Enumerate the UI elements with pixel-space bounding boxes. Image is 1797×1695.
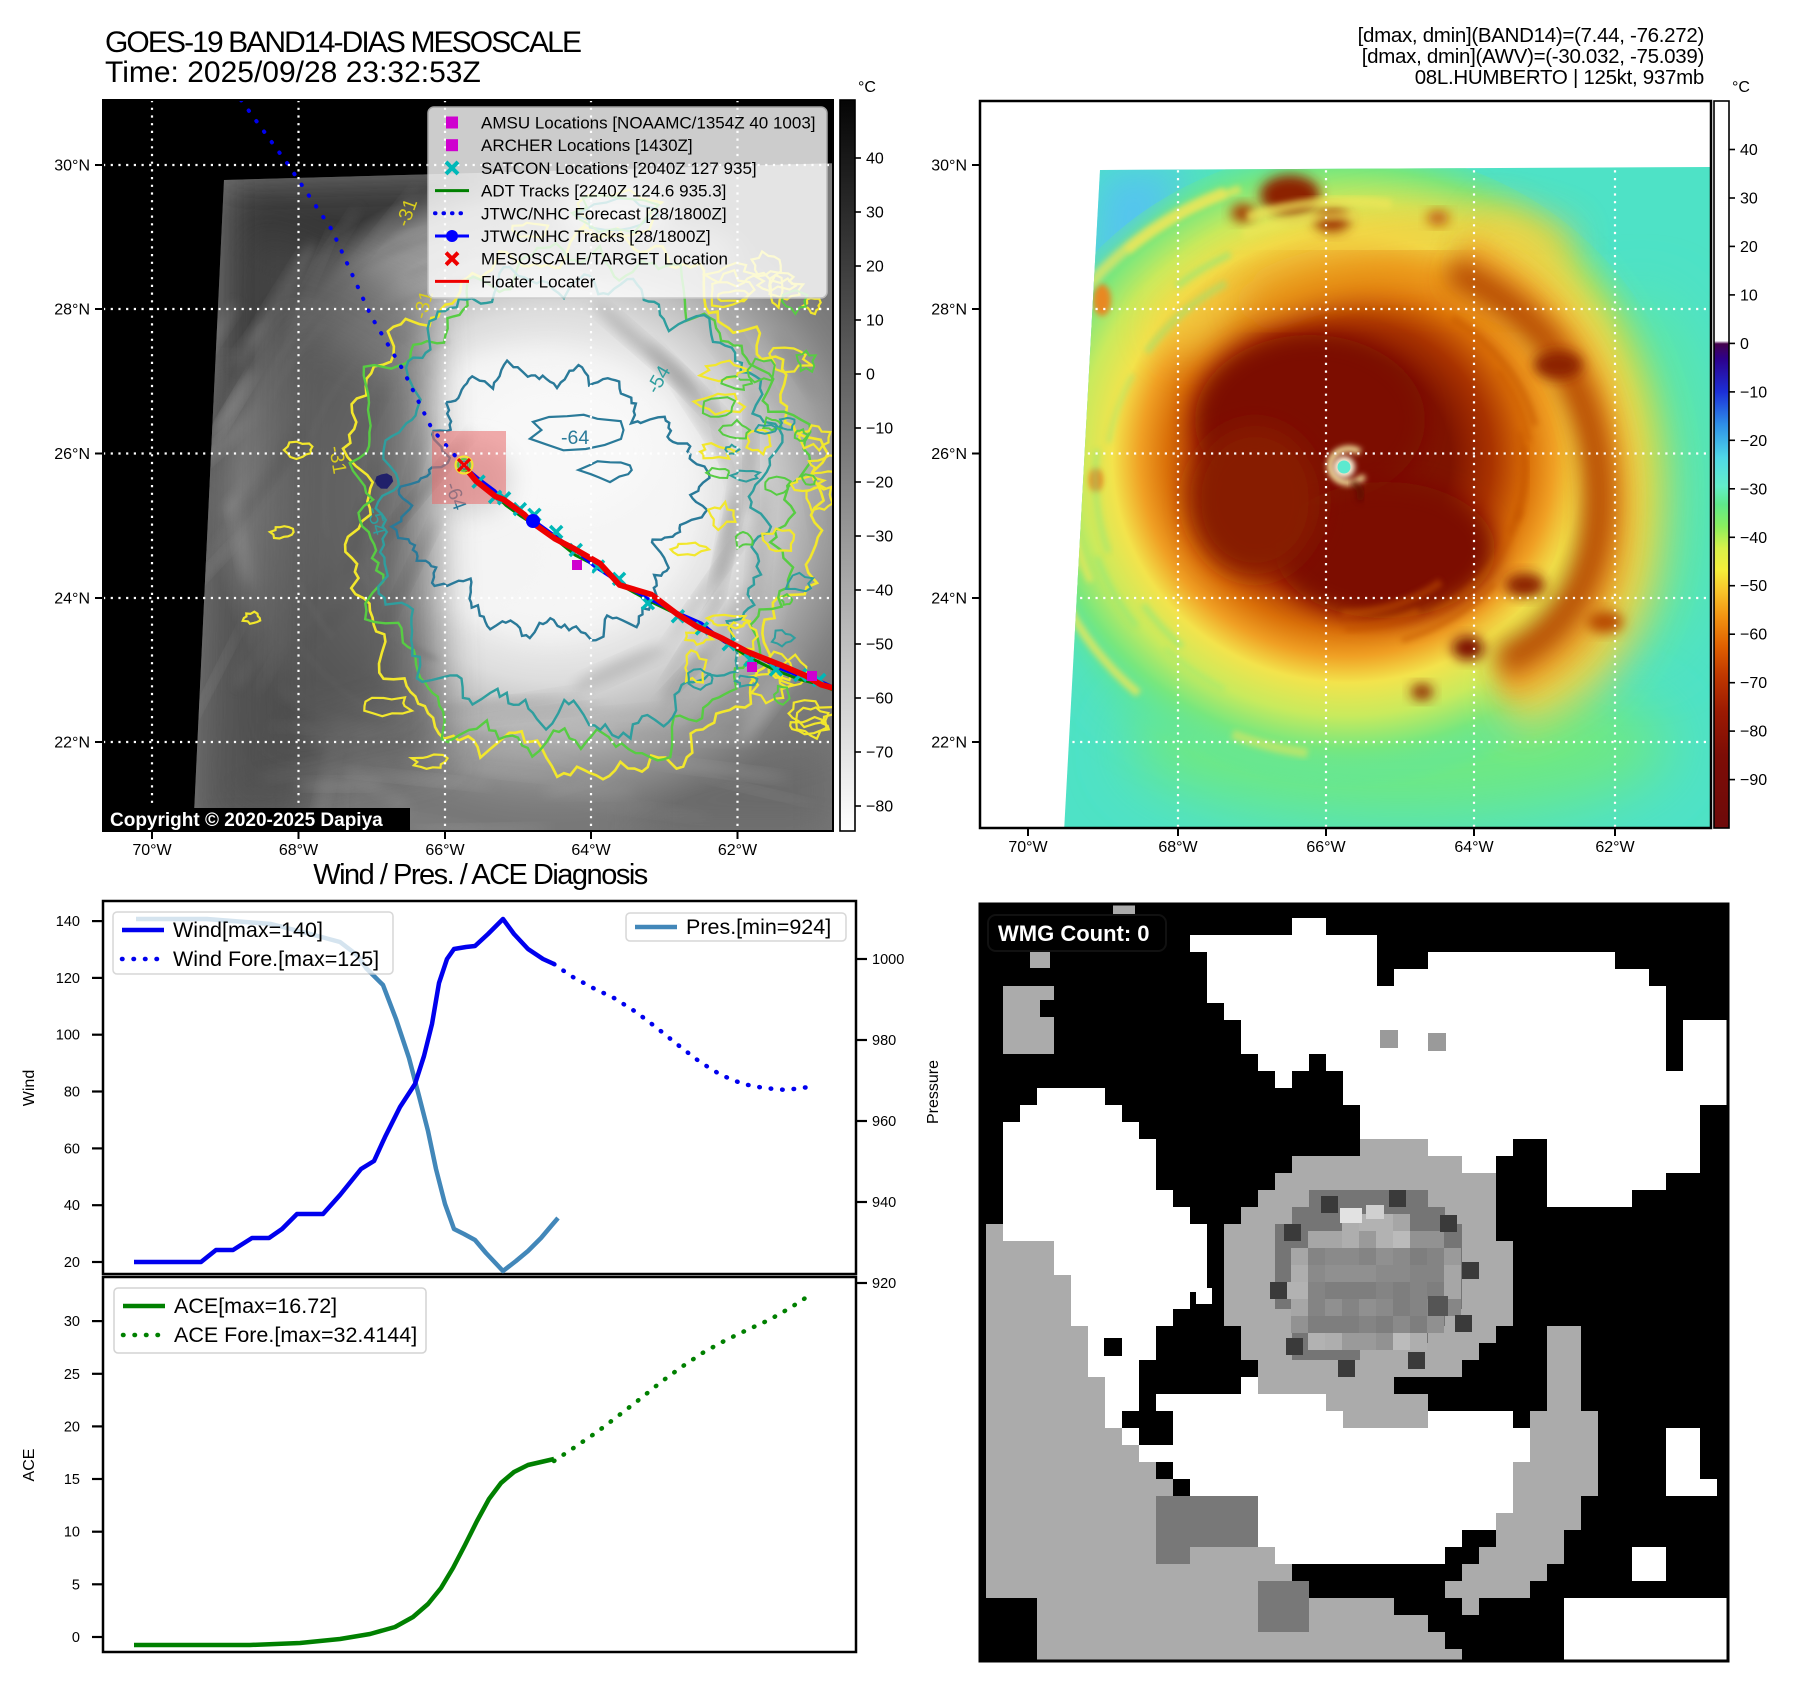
svg-text:20: 20 xyxy=(866,259,884,276)
svg-text:70°W: 70°W xyxy=(132,842,172,859)
svg-text:68°W: 68°W xyxy=(1158,839,1198,856)
svg-text:5: 5 xyxy=(72,1577,80,1593)
svg-text:GOES-19 BAND14-DIAS MESOSCALE: GOES-19 BAND14-DIAS MESOSCALE xyxy=(105,26,581,59)
svg-text:15: 15 xyxy=(64,1472,80,1488)
svg-text:−50: −50 xyxy=(1740,578,1767,595)
svg-text:10: 10 xyxy=(1740,287,1758,304)
svg-text:ARCHER Locations [1430Z]: ARCHER Locations [1430Z] xyxy=(481,136,693,155)
svg-text:24°N: 24°N xyxy=(54,591,90,608)
svg-text:10: 10 xyxy=(866,313,884,330)
svg-text:JTWC/NHC Tracks [28/1800Z]: JTWC/NHC Tracks [28/1800Z] xyxy=(481,227,711,246)
svg-text:80: 80 xyxy=(64,1085,80,1101)
svg-text:0: 0 xyxy=(866,367,875,384)
svg-text:25: 25 xyxy=(64,1367,80,1383)
svg-text:−40: −40 xyxy=(866,583,893,600)
svg-text:Time: 2025/09/28 23:32:53Z: Time: 2025/09/28 23:32:53Z xyxy=(105,56,481,89)
svg-text:980: 980 xyxy=(872,1033,896,1049)
svg-text:20: 20 xyxy=(64,1255,80,1271)
svg-text:SATCON Locations [2040Z 127 93: SATCON Locations [2040Z 127 935] xyxy=(481,159,757,178)
svg-text:920: 920 xyxy=(872,1276,896,1292)
svg-text:−60: −60 xyxy=(866,691,893,708)
svg-text:−70: −70 xyxy=(1740,675,1767,692)
svg-text:22°N: 22°N xyxy=(54,735,90,752)
svg-text:ACE[max=16.72]: ACE[max=16.72] xyxy=(174,1294,337,1318)
svg-text:66°W: 66°W xyxy=(1306,839,1346,856)
svg-text:Copyright © 2020-2025 Dapiya: Copyright © 2020-2025 Dapiya xyxy=(110,810,383,831)
svg-text:60: 60 xyxy=(64,1141,80,1157)
svg-text:40: 40 xyxy=(64,1198,80,1214)
svg-text:62°W: 62°W xyxy=(1595,839,1635,856)
svg-text:70°W: 70°W xyxy=(1008,839,1048,856)
svg-text:[dmax, dmin](AWV)=(-30.032, -7: [dmax, dmin](AWV)=(-30.032, -75.039) xyxy=(1362,45,1704,68)
svg-text:ACE: ACE xyxy=(21,1449,38,1482)
svg-text:ADT Tracks [2240Z 124.6 935.3]: ADT Tracks [2240Z 124.6 935.3] xyxy=(481,182,726,201)
svg-text:28°N: 28°N xyxy=(54,302,90,319)
svg-text:30: 30 xyxy=(866,205,884,222)
svg-text:940: 940 xyxy=(872,1195,896,1211)
svg-text:40: 40 xyxy=(1740,142,1758,159)
svg-text:68°W: 68°W xyxy=(279,842,319,859)
svg-text:−30: −30 xyxy=(866,529,893,546)
svg-text:40: 40 xyxy=(866,151,884,168)
svg-text:100: 100 xyxy=(56,1028,80,1044)
svg-text:MESOSCALE/TARGET Location: MESOSCALE/TARGET Location xyxy=(481,250,728,269)
svg-text:-31: -31 xyxy=(324,444,351,476)
svg-text:−60: −60 xyxy=(1740,627,1767,644)
svg-text:66°W: 66°W xyxy=(425,842,465,859)
svg-text:−20: −20 xyxy=(866,475,893,492)
svg-text:-64: -64 xyxy=(561,427,589,449)
svg-text:Wind Fore.[max=125]: Wind Fore.[max=125] xyxy=(173,947,379,971)
svg-text:64°W: 64°W xyxy=(1454,839,1494,856)
svg-text:ACE Fore.[max=32.4144]: ACE Fore.[max=32.4144] xyxy=(174,1323,417,1347)
svg-text:24°N: 24°N xyxy=(931,591,967,608)
svg-text:0: 0 xyxy=(1740,336,1749,353)
svg-text:−90: −90 xyxy=(1740,772,1767,789)
svg-text:62°W: 62°W xyxy=(718,842,758,859)
svg-text:1000: 1000 xyxy=(872,952,904,968)
svg-text:30: 30 xyxy=(64,1314,80,1330)
svg-text:−30: −30 xyxy=(1740,481,1767,498)
svg-text:30°N: 30°N xyxy=(54,158,90,175)
svg-text:20: 20 xyxy=(1740,239,1758,256)
svg-text:30°N: 30°N xyxy=(931,158,967,175)
svg-text:°C: °C xyxy=(1732,79,1750,96)
svg-text:120: 120 xyxy=(56,971,80,987)
svg-text:28°N: 28°N xyxy=(931,302,967,319)
svg-text:22°N: 22°N xyxy=(931,735,967,752)
svg-text:Floater Locater: Floater Locater xyxy=(481,272,596,291)
svg-text:−50: −50 xyxy=(866,637,893,654)
svg-text:Pressure: Pressure xyxy=(925,1060,942,1124)
svg-text:−70: −70 xyxy=(866,745,893,762)
svg-text:−40: −40 xyxy=(1740,530,1767,547)
svg-text:140: 140 xyxy=(56,914,80,930)
svg-text:JTWC/NHC Forecast [28/1800Z]: JTWC/NHC Forecast [28/1800Z] xyxy=(481,204,727,223)
svg-text:Wind / Pres. / ACE Diagnosis: Wind / Pres. / ACE Diagnosis xyxy=(313,859,648,891)
svg-text:960: 960 xyxy=(872,1114,896,1130)
svg-text:Wind[max=140]: Wind[max=140] xyxy=(173,918,323,942)
svg-text:[dmax, dmin](BAND14)=(7.44, -7: [dmax, dmin](BAND14)=(7.44, -76.272) xyxy=(1358,24,1704,47)
svg-text:−10: −10 xyxy=(866,421,893,438)
svg-text:−20: −20 xyxy=(1740,433,1767,450)
svg-text:Wind: Wind xyxy=(21,1070,38,1106)
svg-text:20: 20 xyxy=(64,1419,80,1435)
svg-text:10: 10 xyxy=(64,1525,80,1541)
svg-text:08L.HUMBERTO | 125kt, 937mb: 08L.HUMBERTO | 125kt, 937mb xyxy=(1415,66,1704,89)
svg-text:°C: °C xyxy=(858,79,876,96)
svg-text:−80: −80 xyxy=(866,799,893,816)
svg-text:AMSU Locations [NOAAMC/1354Z 4: AMSU Locations [NOAAMC/1354Z 40 1003] xyxy=(481,114,816,133)
svg-text:Pres.[min=924]: Pres.[min=924] xyxy=(686,915,831,939)
svg-text:−10: −10 xyxy=(1740,384,1767,401)
svg-text:26°N: 26°N xyxy=(54,446,90,463)
svg-text:64°W: 64°W xyxy=(571,842,611,859)
svg-text:30: 30 xyxy=(1740,191,1758,208)
svg-text:−80: −80 xyxy=(1740,724,1767,741)
svg-text:0: 0 xyxy=(72,1630,80,1646)
svg-text:26°N: 26°N xyxy=(931,446,967,463)
svg-text:WMG Count: 0: WMG Count: 0 xyxy=(998,921,1150,946)
